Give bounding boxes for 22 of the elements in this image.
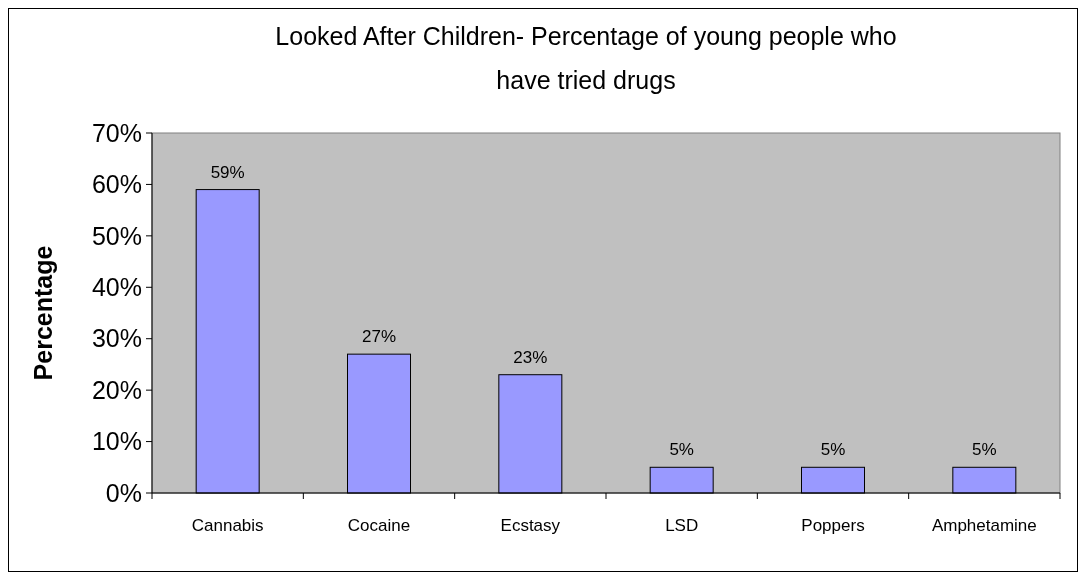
data-label: 5% [820,440,846,460]
data-label: 5% [669,440,694,460]
y-tick-label: 20% [91,375,142,404]
y-tick-label: 50% [91,221,142,250]
data-label: 59% [210,162,245,182]
y-tick-label: 10% [91,427,142,456]
data-label: 5% [972,440,997,460]
y-tick-label: 30% [91,324,142,353]
x-tick-label: Poppers [801,516,865,535]
x-tick-label: Ecstasy [500,516,561,535]
y-tick-label: 0% [105,478,142,507]
chart-title: Looked After Children- Percentage of young people who have tried drugs [275,22,897,94]
y-axis-title: Percentage [29,245,57,381]
y-tick-label: 60% [91,170,142,199]
x-tick-label: LSD [665,516,699,535]
x-tick-label: Cocaine [347,516,411,535]
x-tick-label: Cannabis [191,516,264,535]
data-label: 27% [361,327,397,347]
x-tick-label: Amphetamine [931,516,1037,535]
y-tick-label: 70% [91,118,142,147]
data-label: 23% [513,347,548,367]
y-tick-label: 40% [91,273,142,302]
